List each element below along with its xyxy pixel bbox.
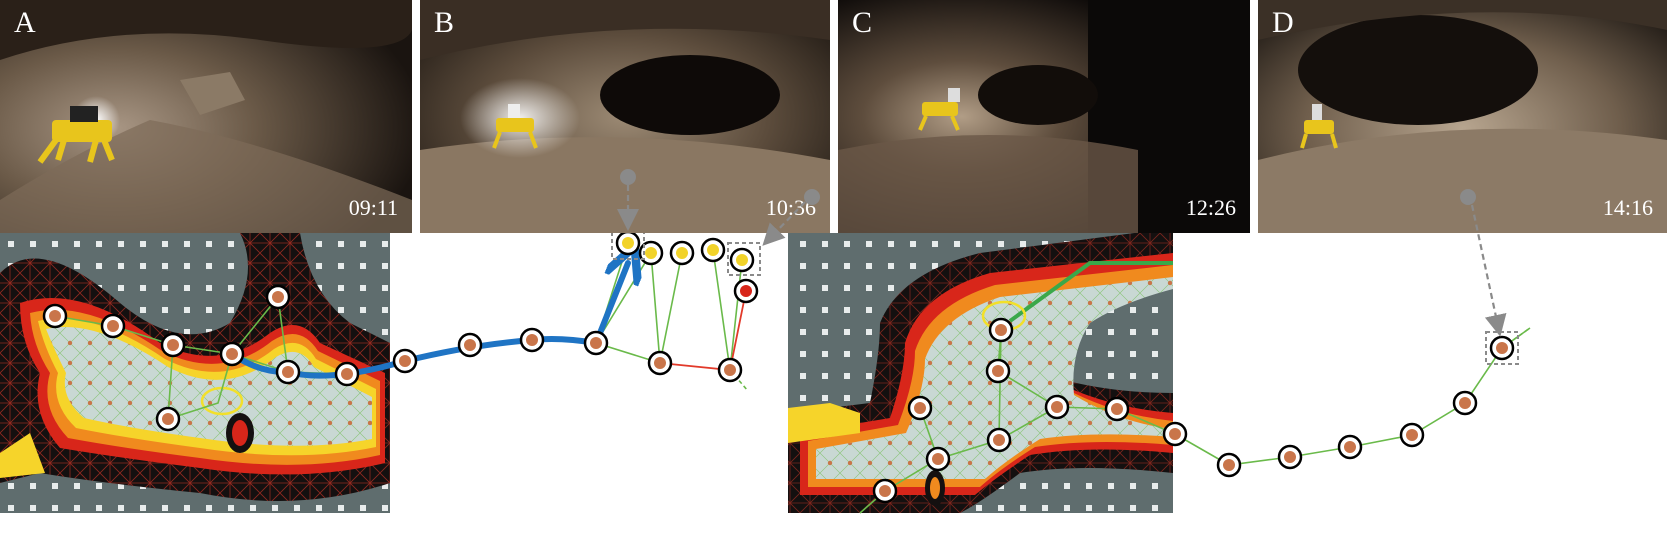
graph-node	[583, 330, 609, 356]
robot-icon	[492, 104, 538, 149]
graph-node	[717, 357, 743, 383]
cave-photo-d	[1258, 0, 1667, 233]
frontier-path	[1008, 261, 1173, 323]
cave-photo-c	[838, 0, 1250, 233]
map-graph-figure	[0, 233, 1531, 514]
costmap-right	[788, 233, 1173, 513]
graph-node	[1216, 452, 1242, 478]
graph-node	[988, 317, 1014, 343]
graph-node	[42, 303, 68, 329]
graph-node	[155, 406, 181, 432]
graph-node	[1044, 394, 1070, 420]
frontier-node	[638, 240, 664, 266]
costmap-left	[0, 233, 390, 513]
timestamp: 09:11	[348, 195, 398, 220]
graph-node	[160, 332, 186, 358]
cave-photo-b	[420, 0, 830, 233]
panel-letter: D	[1272, 6, 1294, 39]
graph-node	[100, 313, 126, 339]
graph-edge-dashed	[729, 369, 749, 392]
graph-node	[275, 359, 301, 385]
robot-icon	[37, 106, 115, 164]
frontier-node	[615, 233, 641, 256]
graph-node	[1104, 396, 1130, 422]
graph-node	[872, 478, 898, 504]
robot-icon	[918, 88, 960, 131]
panel-letter: B	[434, 6, 455, 39]
graph-node	[733, 278, 759, 304]
graph-node	[265, 284, 291, 310]
photo-panel-c: C 12:26	[838, 0, 1250, 233]
photo-panel-a: A 09:11	[0, 0, 412, 233]
graph-node	[457, 332, 483, 358]
graph-node	[925, 446, 951, 472]
graph-node	[1399, 422, 1425, 448]
graph-node	[985, 358, 1011, 384]
frontier-node	[700, 237, 726, 263]
panel-letter: C	[852, 6, 873, 39]
graph-node	[907, 395, 933, 421]
photo-panel-d: D 14:16	[1258, 0, 1667, 233]
graph-node	[334, 361, 360, 387]
robot-icon	[1300, 104, 1338, 149]
graph-edge-dashed	[1501, 327, 1531, 349]
graph-node	[1277, 444, 1303, 470]
photo-panel-b: B 10:36	[420, 0, 830, 233]
graph-nodes	[42, 233, 1515, 504]
graph-node	[986, 427, 1012, 453]
graph-node	[1489, 335, 1515, 361]
graph-node	[1452, 390, 1478, 416]
timestamp: 10:36	[765, 195, 816, 220]
graph-node	[647, 350, 673, 376]
graph-node	[219, 341, 245, 367]
graph-node	[519, 327, 545, 353]
graph-node	[1162, 421, 1188, 447]
frontier-node	[729, 247, 755, 273]
graph-node	[1337, 434, 1363, 460]
timestamp: 14:16	[1602, 195, 1653, 220]
frontier-node	[669, 240, 695, 266]
cave-photo-a	[0, 0, 412, 233]
timestamp: 12:26	[1185, 195, 1236, 220]
graph-node	[392, 348, 418, 374]
panel-letter: A	[14, 6, 36, 39]
